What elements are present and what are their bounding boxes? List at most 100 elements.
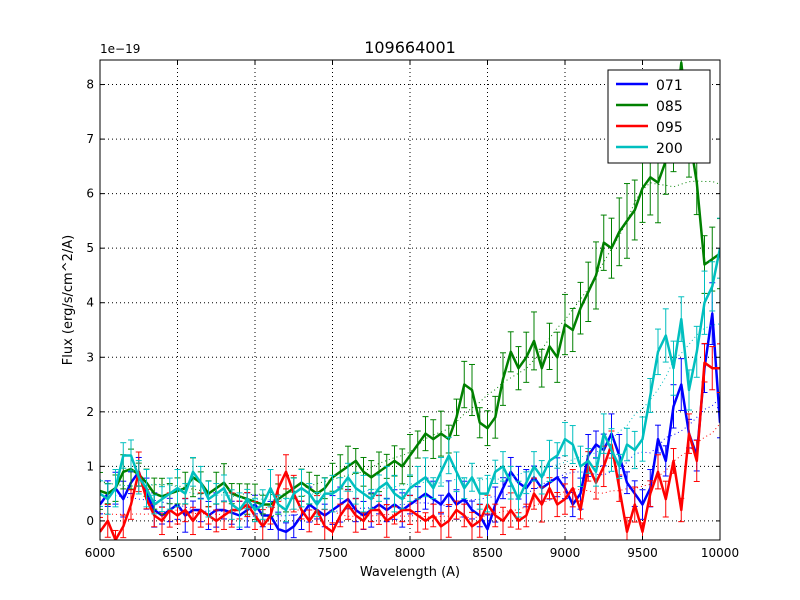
data-point: [471, 389, 473, 391]
data-point: [370, 476, 373, 479]
y-axis-label: Flux (erg/s/cm^2/A): [61, 235, 76, 365]
data-point: [385, 481, 388, 484]
legend-label-095: 095: [656, 120, 683, 136]
data-point: [230, 503, 233, 506]
y-tick-label: 5: [86, 241, 94, 255]
data-point: [416, 514, 419, 517]
data-point: [192, 520, 194, 522]
data-point: [261, 525, 264, 528]
data-point: [455, 509, 458, 511]
legend: 071 085 095 200: [607, 69, 711, 164]
data-point: [378, 487, 380, 489]
data-point: [688, 389, 690, 391]
data-point: [440, 503, 442, 506]
data-point: [432, 438, 435, 440]
data-point: [602, 432, 605, 435]
data-point: [347, 503, 349, 506]
data-point: [440, 471, 442, 473]
data-point: [595, 274, 597, 277]
data-point: [447, 492, 450, 495]
x-tick-label: 6500: [162, 546, 193, 560]
data-point: [393, 514, 396, 517]
x-tick-label: 9500: [627, 546, 658, 560]
data-point: [618, 465, 621, 468]
data-point: [664, 334, 667, 337]
data-point: [703, 301, 706, 304]
data-point: [587, 291, 590, 293]
data-point: [215, 492, 218, 495]
data-point: [672, 367, 675, 369]
data-point: [517, 520, 520, 522]
data-point: [502, 378, 504, 380]
data-point: [153, 503, 156, 506]
data-point: [688, 432, 690, 435]
data-point: [463, 487, 466, 489]
data-point: [711, 258, 714, 260]
data-point: [486, 492, 489, 495]
data-point: [122, 525, 125, 528]
data-point: [633, 209, 636, 211]
data-point: [269, 514, 272, 517]
data-point: [354, 487, 357, 489]
data-point: [525, 481, 528, 484]
data-point: [145, 487, 148, 489]
data-point: [649, 492, 652, 495]
data-point: [199, 481, 202, 484]
data-point: [486, 427, 489, 429]
data-point: [199, 509, 202, 511]
data-point: [393, 460, 396, 462]
data-point: [323, 492, 326, 495]
data-point: [556, 476, 559, 479]
data-point: [409, 487, 411, 489]
data-point: [246, 498, 249, 500]
data-point: [285, 471, 287, 473]
data-point: [641, 503, 644, 506]
data-point: [626, 481, 628, 484]
data-point: [618, 487, 621, 489]
data-point: [626, 443, 628, 446]
data-point: [447, 520, 450, 522]
data-point: [680, 509, 683, 511]
data-point: [161, 498, 163, 500]
data-point: [525, 514, 528, 517]
data-point: [471, 509, 473, 511]
data-point: [595, 471, 597, 473]
data-point: [494, 471, 497, 473]
data-point: [269, 487, 272, 489]
data-point: [370, 498, 373, 500]
data-point: [432, 514, 435, 517]
data-point: [533, 465, 535, 468]
y-tick-label: 3: [86, 350, 94, 364]
data-point: [362, 520, 365, 522]
data-point: [137, 476, 140, 479]
x-tick-label: 9000: [550, 546, 581, 560]
data-point: [711, 285, 714, 288]
data-point: [300, 509, 303, 511]
data-point: [308, 520, 311, 522]
data-point: [633, 449, 636, 451]
data-point: [478, 421, 481, 424]
data-point: [153, 514, 156, 517]
data-point: [672, 460, 675, 462]
data-point: [633, 503, 636, 506]
data-point: [533, 340, 535, 342]
data-point: [540, 476, 543, 479]
data-point: [548, 460, 551, 462]
data-point: [509, 509, 512, 511]
x-tick-label: 7000: [240, 546, 271, 560]
data-point: [455, 416, 458, 419]
data-point: [300, 487, 303, 489]
series-layer: [100, 60, 720, 540]
data-point: [153, 492, 156, 495]
data-point: [339, 514, 342, 517]
data-point: [618, 231, 621, 233]
data-point: [455, 471, 458, 473]
x-tick-label: 7500: [317, 546, 348, 560]
data-point: [502, 487, 504, 489]
data-point: [285, 531, 287, 533]
data-point: [424, 476, 427, 479]
data-point: [695, 181, 698, 184]
ticks: 6000 6500 7000 7500 8000 8500 9000 9500 10000 0 1 2…: [85, 60, 739, 560]
data-point: [703, 263, 706, 266]
data-point: [602, 465, 605, 468]
